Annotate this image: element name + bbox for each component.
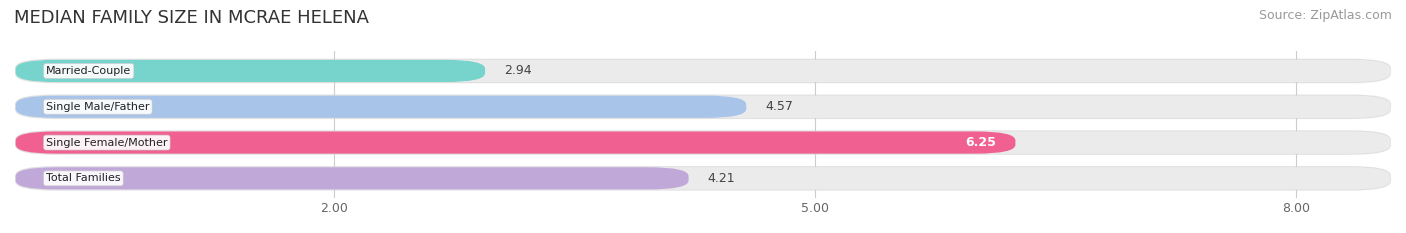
FancyBboxPatch shape — [15, 131, 1391, 154]
FancyBboxPatch shape — [15, 96, 747, 118]
Text: Source: ZipAtlas.com: Source: ZipAtlas.com — [1258, 9, 1392, 22]
FancyBboxPatch shape — [15, 60, 485, 82]
FancyBboxPatch shape — [15, 167, 1391, 189]
FancyBboxPatch shape — [15, 131, 1391, 154]
FancyBboxPatch shape — [15, 59, 1391, 82]
Text: 6.25: 6.25 — [966, 136, 997, 149]
Text: MEDIAN FAMILY SIZE IN MCRAE HELENA: MEDIAN FAMILY SIZE IN MCRAE HELENA — [14, 9, 368, 27]
FancyBboxPatch shape — [15, 167, 1391, 190]
FancyBboxPatch shape — [15, 131, 1015, 154]
Text: Total Families: Total Families — [46, 173, 121, 183]
FancyBboxPatch shape — [15, 95, 1391, 118]
Text: 4.21: 4.21 — [707, 172, 735, 185]
Text: Married-Couple: Married-Couple — [46, 66, 131, 76]
FancyBboxPatch shape — [15, 60, 1391, 82]
Text: 4.57: 4.57 — [765, 100, 793, 113]
Text: Single Male/Father: Single Male/Father — [46, 102, 149, 112]
Text: 2.94: 2.94 — [505, 65, 531, 77]
FancyBboxPatch shape — [15, 96, 1391, 118]
FancyBboxPatch shape — [15, 167, 689, 189]
Text: Single Female/Mother: Single Female/Mother — [46, 137, 167, 147]
